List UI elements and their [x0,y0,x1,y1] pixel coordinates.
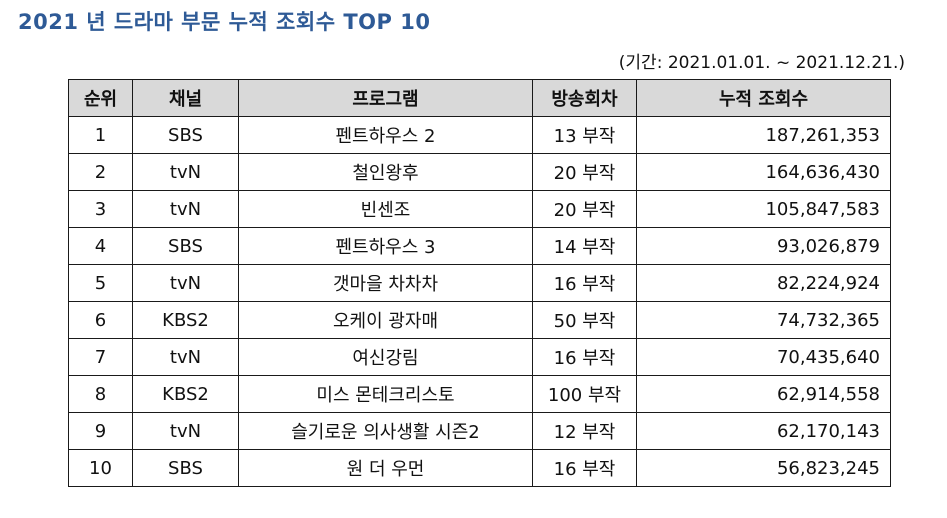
table-row: 7 tvN 여신강림 16 부작 70,435,640 [68,338,891,376]
cell-program: 슬기로운 의사생활 시즌2 [238,412,533,450]
header-episodes: 방송회차 [532,79,637,117]
cell-views: 62,170,143 [636,412,891,450]
cell-rank: 4 [68,227,133,265]
cell-views: 62,914,558 [636,375,891,413]
cell-views: 74,732,365 [636,301,891,339]
cell-views: 70,435,640 [636,338,891,376]
cell-episodes: 20 부작 [532,190,637,228]
cell-rank: 3 [68,190,133,228]
period-note: (기간: 2021.01.01. ~ 2021.12.21.) [618,53,905,73]
cell-views: 93,026,879 [636,227,891,265]
table-row: 9 tvN 슬기로운 의사생활 시즌2 12 부작 62,170,143 [68,412,891,450]
cell-views: 187,261,353 [636,116,891,154]
cell-program: 펜트하우스 2 [238,116,533,154]
ranking-table: 순위 채널 프로그램 방송회차 누적 조회수 1 SBS 펜트하우스 2 13 … [68,79,891,487]
cell-program: 원 더 우먼 [238,449,533,487]
table-row: 6 KBS2 오케이 광자매 50 부작 74,732,365 [68,301,891,339]
cell-episodes: 16 부작 [532,264,637,302]
cell-channel: tvN [132,190,239,228]
cell-program: 미스 몬테크리스토 [238,375,533,413]
cell-program: 오케이 광자매 [238,301,533,339]
cell-episodes: 16 부작 [532,449,637,487]
cell-episodes: 16 부작 [532,338,637,376]
table-header-row: 순위 채널 프로그램 방송회차 누적 조회수 [68,79,891,117]
cell-rank: 7 [68,338,133,376]
cell-channel: tvN [132,264,239,302]
header-rank: 순위 [68,79,133,117]
cell-rank: 8 [68,375,133,413]
cell-rank: 10 [68,449,133,487]
header-program: 프로그램 [238,79,533,117]
cell-channel: SBS [132,116,239,154]
cell-rank: 6 [68,301,133,339]
cell-views: 105,847,583 [636,190,891,228]
cell-channel: KBS2 [132,301,239,339]
cell-channel: KBS2 [132,375,239,413]
cell-channel: SBS [132,449,239,487]
header-views: 누적 조회수 [636,79,891,117]
cell-program: 여신강림 [238,338,533,376]
cell-rank: 2 [68,153,133,191]
cell-program: 빈센조 [238,190,533,228]
cell-views: 164,636,430 [636,153,891,191]
cell-channel: tvN [132,412,239,450]
cell-episodes: 50 부작 [532,301,637,339]
page-title: 2021 년 드라마 부문 누적 조회수 TOP 10 [18,10,431,34]
cell-program: 펜트하우스 3 [238,227,533,265]
cell-channel: tvN [132,153,239,191]
cell-channel: SBS [132,227,239,265]
table-row: 2 tvN 철인왕후 20 부작 164,636,430 [68,153,891,191]
header-channel: 채널 [132,79,239,117]
cell-rank: 5 [68,264,133,302]
cell-episodes: 100 부작 [532,375,637,413]
table-row: 4 SBS 펜트하우스 3 14 부작 93,026,879 [68,227,891,265]
cell-views: 56,823,245 [636,449,891,487]
table-row: 3 tvN 빈센조 20 부작 105,847,583 [68,190,891,228]
table-row: 10 SBS 원 더 우먼 16 부작 56,823,245 [68,449,891,487]
table-row: 1 SBS 펜트하우스 2 13 부작 187,261,353 [68,116,891,154]
cell-rank: 9 [68,412,133,450]
cell-program: 철인왕후 [238,153,533,191]
cell-episodes: 14 부작 [532,227,637,265]
cell-episodes: 12 부작 [532,412,637,450]
cell-rank: 1 [68,116,133,154]
table-row: 8 KBS2 미스 몬테크리스토 100 부작 62,914,558 [68,375,891,413]
table-row: 5 tvN 갯마을 차차차 16 부작 82,224,924 [68,264,891,302]
cell-episodes: 20 부작 [532,153,637,191]
cell-channel: tvN [132,338,239,376]
cell-program: 갯마을 차차차 [238,264,533,302]
cell-episodes: 13 부작 [532,116,637,154]
cell-views: 82,224,924 [636,264,891,302]
